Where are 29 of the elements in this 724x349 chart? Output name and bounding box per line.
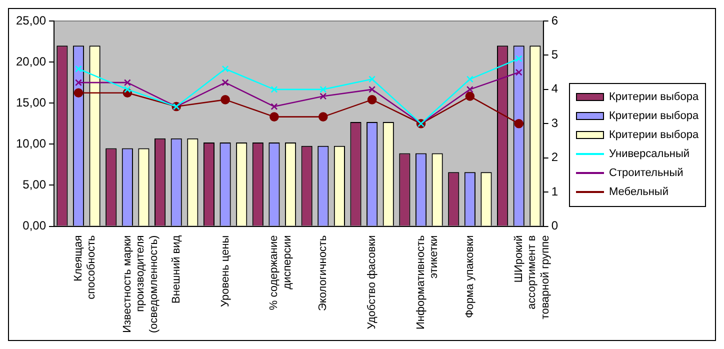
y-tick-label: 0,00 (22, 218, 46, 233)
y2-tick-label: 6 (551, 13, 558, 28)
y-tick-label: 10,00 (16, 136, 46, 150)
x-tick-label: Уровень цены (219, 235, 232, 308)
y-tick-label: 15,00 (16, 95, 46, 110)
legend-label: Критерии выбора (609, 129, 699, 141)
y-tick-label: 25,00 (16, 13, 46, 28)
legend-label: Критерии выбора (609, 91, 699, 103)
y2-tick-label: 4 (551, 82, 558, 96)
y-tick-label: 5,00 (22, 178, 46, 192)
y2-tick-label: 5 (551, 48, 558, 62)
x-tick-label: Форма упаковки (464, 235, 476, 318)
legend-label: Критерии выбора (609, 110, 699, 122)
legend-label: Универсальный (609, 148, 690, 160)
y2-tick-label: 1 (551, 184, 558, 198)
legend-label: Строительный (609, 167, 684, 179)
y2-tick-label: 3 (551, 116, 558, 130)
x-tick-label: Известность марки производителя (осведомленность) (121, 235, 160, 334)
x-tick-label: Экологичность (317, 235, 330, 312)
x-tick-label: % содержание дисперсии (268, 235, 294, 310)
x-tick-label: ШИрокий ассортимент в товарной группе (512, 235, 552, 320)
x-tick-label: Удобство фасовки (366, 235, 378, 330)
x-tick-label: Информативность этикетки (415, 235, 440, 330)
y2-tick-label: 2 (551, 150, 558, 164)
x-tick-label: Внешний вид (170, 234, 182, 304)
y-tick-label: 20,00 (16, 54, 46, 68)
x-tick-label: Клеящая способность (72, 235, 98, 300)
legend-label: Мебельный (609, 186, 668, 198)
y2-tick-label: 0 (551, 218, 558, 233)
